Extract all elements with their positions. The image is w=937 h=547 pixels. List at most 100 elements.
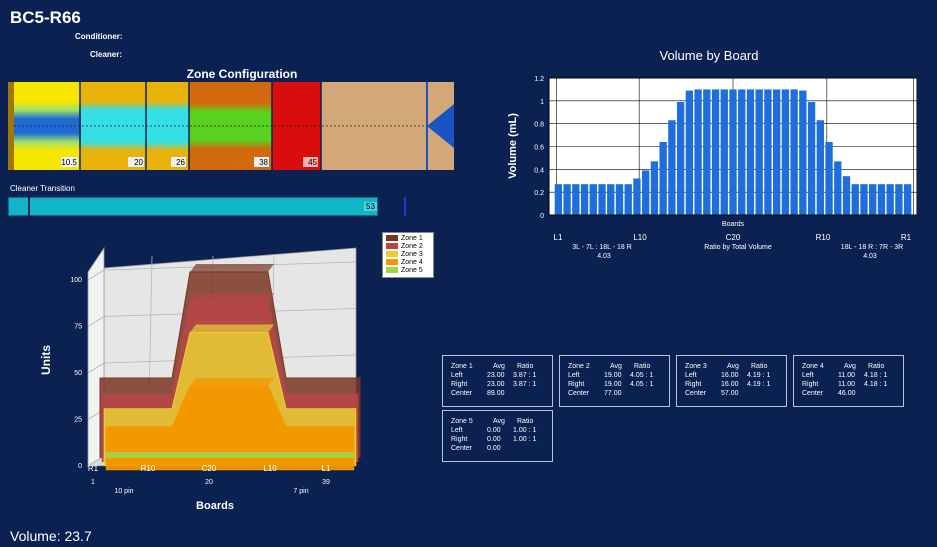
volume-bar bbox=[598, 184, 606, 215]
zone-5-stats-box: Zone 5 Avg Ratio Left 0.00 1.00 : 1 Right 0.0… bbox=[442, 410, 553, 462]
ratio-header: Ratio bbox=[517, 418, 534, 425]
right-label: Right bbox=[451, 381, 468, 388]
legend-label: Zone 5 bbox=[401, 267, 423, 274]
left-label: Left bbox=[568, 372, 580, 379]
units-y-tick-label: 75 bbox=[74, 324, 82, 331]
zone-marker-4: 38 bbox=[259, 158, 268, 167]
units-x-number: 20 bbox=[205, 479, 213, 486]
legend-swatch bbox=[386, 243, 398, 250]
volume-bar bbox=[842, 176, 851, 215]
volume-x-tick-label: L1 bbox=[554, 233, 563, 242]
zone-3-series-top bbox=[190, 324, 274, 333]
volume-bar bbox=[851, 184, 859, 215]
units-x-tick-label: C20 bbox=[202, 464, 217, 473]
units-x-axis-label: Boards bbox=[196, 500, 234, 512]
zone-pointer-icon bbox=[427, 104, 454, 148]
units-gridline bbox=[87, 316, 105, 327]
volume-y-tick-label: 0.8 bbox=[534, 122, 544, 129]
zone-marker-5: 45 bbox=[308, 158, 317, 167]
zone-configuration-strip: 10.5 20 26 38 45 bbox=[8, 82, 454, 170]
volume-bar bbox=[860, 184, 868, 215]
units-x-tick-label: L1 bbox=[322, 464, 331, 473]
left-ratio: 4.19 : 1 bbox=[747, 372, 771, 379]
legend-label: Zone 2 bbox=[401, 243, 423, 250]
units-x-tick-label: R10 bbox=[141, 464, 156, 473]
volume-y-tick-label: 0.6 bbox=[534, 145, 544, 152]
volume-bar bbox=[772, 89, 781, 215]
volume-bar bbox=[886, 184, 894, 215]
volume-bar bbox=[711, 89, 720, 215]
volume-bar bbox=[642, 170, 650, 215]
cleaner-transition-label: Cleaner Transition bbox=[10, 184, 75, 193]
zone-3-stats-box: Zone 3 Avg Ratio Left 16.00 4.19 : 1 Right 16… bbox=[676, 355, 787, 407]
center-label: Center bbox=[451, 445, 473, 452]
volume-by-board-chart: 00.20.40.60.811.2 Volume (mL) Boards L1 … bbox=[507, 76, 917, 260]
volume-bar bbox=[676, 101, 685, 215]
volume-y-tick-label: 0.2 bbox=[534, 190, 544, 197]
volume-bar bbox=[746, 89, 755, 215]
zone-configuration-title: Zone Configuration bbox=[186, 67, 298, 81]
zone-2-series-top bbox=[190, 293, 274, 302]
volume-bar bbox=[580, 184, 589, 215]
right-avg: 0.00 bbox=[487, 436, 501, 443]
volume-bar bbox=[807, 101, 816, 215]
volume-chart-title: Volume by Board bbox=[659, 48, 759, 63]
right-ratio: 1.00 : 1 bbox=[513, 436, 537, 443]
volume-bar bbox=[720, 89, 728, 215]
ratio-header: Ratio bbox=[517, 363, 534, 370]
zone-title: Zone 5 bbox=[451, 418, 473, 425]
volume-y-tick-label: 1.2 bbox=[534, 76, 544, 83]
zone-title: Zone 2 bbox=[568, 363, 590, 370]
left-avg: 11.00 bbox=[838, 372, 855, 379]
center-label: Center bbox=[451, 390, 473, 397]
left-ratio: 3.87 : 1 bbox=[513, 372, 537, 379]
volume-bar bbox=[554, 184, 563, 215]
volume-bar bbox=[834, 161, 842, 215]
units-x-number: 1 bbox=[91, 479, 95, 486]
volume-bar bbox=[729, 89, 737, 215]
zone-1-stats-box: Zone 1 Avg Ratio Left 23.00 3.87 : 1 Right 23… bbox=[442, 355, 553, 407]
right-avg: 19.00 bbox=[604, 381, 622, 388]
volume-bar bbox=[694, 89, 702, 215]
zone-4-stats-box: Zone 4 Avg Ratio Left 11.00 4.18 : 1 Right 11… bbox=[793, 355, 904, 407]
center-avg: 89.00 bbox=[487, 390, 505, 397]
volume-bar bbox=[903, 184, 912, 215]
left-avg: 16.00 bbox=[721, 372, 739, 379]
legend-label: Zone 1 bbox=[401, 235, 423, 242]
legend-label: Zone 4 bbox=[401, 259, 423, 266]
volume-bar bbox=[895, 184, 903, 215]
zone-title: Zone 3 bbox=[685, 363, 707, 370]
cleaner-transition-end-marker[interactable] bbox=[404, 197, 406, 216]
ratio-header: Ratio bbox=[634, 363, 651, 370]
volume-bar bbox=[633, 178, 641, 215]
legend-swatch bbox=[386, 251, 398, 258]
zone-4-series-top bbox=[190, 378, 274, 386]
units-y-tick-label: 50 bbox=[74, 370, 82, 377]
left-ratio: 1.00 : 1 bbox=[513, 427, 537, 434]
right-avg: 23.00 bbox=[487, 381, 505, 388]
left-label: Left bbox=[451, 372, 463, 379]
volume-x-tick-label: C20 bbox=[726, 233, 741, 242]
left-ratio-value: 4.03 bbox=[597, 253, 611, 260]
volume-bar bbox=[764, 89, 772, 215]
units-x-tick-label: L10 bbox=[263, 464, 277, 473]
cleaner-transition-value: 53 bbox=[364, 202, 377, 211]
legend-swatch bbox=[386, 259, 398, 266]
volume-bar bbox=[755, 89, 763, 215]
left-ratio-label: 3L - 7L : 18L - 18 R bbox=[572, 244, 632, 251]
right-ratio: 4.19 : 1 bbox=[747, 381, 771, 388]
right-avg: 16.00 bbox=[721, 381, 739, 388]
volume-bar bbox=[624, 184, 632, 215]
units-y-tick-label: 0 bbox=[78, 463, 82, 470]
ratio-header: Ratio bbox=[868, 363, 885, 370]
volume-bar bbox=[790, 89, 798, 215]
volume-bar bbox=[615, 184, 624, 215]
right-label: Right bbox=[568, 381, 585, 388]
units-x-number: 39 bbox=[322, 479, 330, 486]
left-label: Left bbox=[451, 427, 463, 434]
cleaner-transition-bar[interactable] bbox=[8, 197, 378, 216]
volume-bar bbox=[825, 141, 833, 215]
ratio-note: Ratio by Total Volume bbox=[704, 244, 772, 251]
volume-x-axis-label: Boards bbox=[722, 221, 745, 228]
